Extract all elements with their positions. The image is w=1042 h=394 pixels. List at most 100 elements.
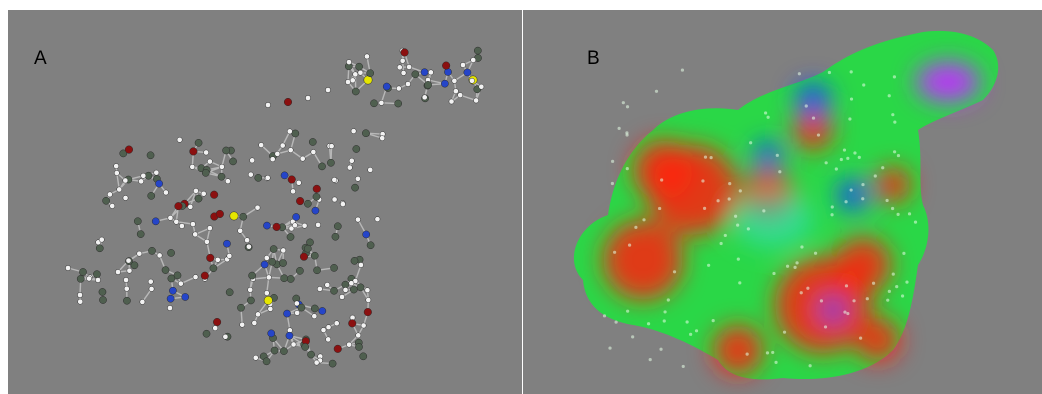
atom <box>225 178 231 185</box>
surface-atom <box>885 198 889 203</box>
atom <box>325 87 331 93</box>
atom <box>113 170 120 176</box>
atom <box>297 303 306 312</box>
atom <box>340 201 346 207</box>
surface-atom <box>772 271 776 276</box>
atom <box>122 177 129 184</box>
positive-patch <box>837 179 869 211</box>
atom <box>355 216 361 223</box>
atom <box>405 81 411 87</box>
surface-atom <box>634 225 638 229</box>
atom <box>201 169 210 177</box>
surface-atom <box>719 241 723 246</box>
surface-atom <box>778 170 782 174</box>
surface-atom <box>689 332 693 336</box>
atom <box>267 329 276 338</box>
surface-atom <box>681 364 685 369</box>
surface-atom <box>892 150 897 154</box>
panel-b-label: B <box>587 48 600 69</box>
surface-atom <box>799 291 803 295</box>
surface-atom <box>703 155 708 159</box>
atom <box>155 179 163 188</box>
atom <box>296 266 304 275</box>
surface-atom <box>797 72 801 76</box>
surface-atom <box>861 197 865 201</box>
atom <box>365 297 372 303</box>
surface-atom <box>646 322 651 326</box>
atom <box>194 138 203 147</box>
atom <box>331 232 340 241</box>
atom <box>189 147 198 156</box>
atom <box>239 212 248 221</box>
atom <box>161 266 170 274</box>
atom <box>295 179 302 186</box>
surface-atom <box>745 352 749 356</box>
atom <box>316 286 323 292</box>
atom <box>206 253 215 262</box>
surface-atom <box>736 223 740 227</box>
atom <box>136 250 143 257</box>
atom <box>411 70 420 79</box>
surface-atom <box>666 298 670 302</box>
atom <box>406 64 412 70</box>
surface-atom <box>861 182 865 187</box>
surface-atom <box>782 330 787 334</box>
atom <box>346 59 352 65</box>
atom <box>136 230 145 238</box>
atom <box>222 333 229 340</box>
atom <box>286 128 293 135</box>
atom <box>156 252 163 259</box>
surface-atom <box>625 105 630 109</box>
atom <box>86 275 92 282</box>
atom <box>318 162 326 171</box>
atom <box>328 143 335 150</box>
atom <box>95 244 104 253</box>
surface-atom <box>625 133 629 137</box>
atom <box>473 97 479 104</box>
surface-atom <box>602 314 607 318</box>
atom <box>308 138 317 146</box>
atom <box>325 324 332 331</box>
atom <box>330 264 338 272</box>
surface-atom <box>749 141 753 145</box>
surface-atom <box>608 346 612 350</box>
surface-atom <box>811 116 816 120</box>
surface-atom <box>846 311 850 316</box>
surface-atom <box>738 189 742 193</box>
surface-potential-patches <box>603 62 980 375</box>
atom <box>246 243 252 250</box>
surface-atom <box>893 120 897 124</box>
atom <box>362 230 371 239</box>
surface-atom <box>842 148 847 152</box>
surface-internal-atoms <box>602 68 918 369</box>
surface-atom <box>862 83 866 87</box>
atom <box>272 222 281 231</box>
atom <box>225 288 234 297</box>
atom <box>263 221 271 230</box>
positive-patch <box>795 82 831 118</box>
atom <box>460 62 466 68</box>
atom <box>122 195 129 201</box>
atom <box>202 329 211 338</box>
atom <box>366 241 375 250</box>
panel-a-label: A <box>34 48 47 69</box>
negative-patch <box>856 318 900 362</box>
atom <box>264 174 271 181</box>
surface-atom <box>808 364 812 368</box>
atom <box>102 196 110 205</box>
surface-atom <box>654 89 659 93</box>
atom <box>280 347 288 355</box>
molecule-ball-and-stick <box>65 46 485 368</box>
atom <box>147 278 154 285</box>
surface-atom <box>642 218 646 222</box>
atom <box>285 331 294 340</box>
surface-atom <box>746 227 750 231</box>
atom <box>247 171 254 178</box>
atom <box>269 156 276 163</box>
atom <box>203 149 209 156</box>
surface-atom <box>663 310 667 314</box>
surface-atom <box>694 329 699 333</box>
atom <box>260 260 269 269</box>
atom <box>167 215 174 221</box>
surface-atom <box>890 206 895 211</box>
